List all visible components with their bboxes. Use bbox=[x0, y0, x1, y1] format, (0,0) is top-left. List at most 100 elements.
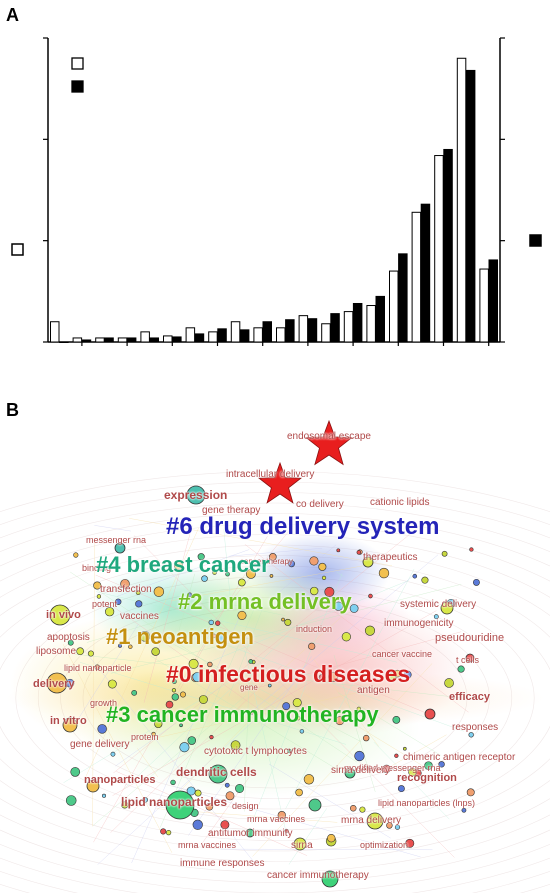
citations-bar bbox=[194, 333, 205, 343]
network-node bbox=[248, 659, 254, 664]
network-node bbox=[142, 797, 148, 803]
citations-bar bbox=[81, 339, 92, 343]
network-hub-node bbox=[465, 653, 475, 663]
keyword-label: mrna vaccines bbox=[178, 840, 237, 850]
network-node bbox=[378, 567, 390, 579]
legend-publications-swatch bbox=[71, 57, 84, 70]
legend-citations-swatch bbox=[71, 80, 84, 93]
citations-bar bbox=[172, 336, 182, 343]
network-node bbox=[333, 601, 344, 611]
citations-bar bbox=[104, 337, 114, 343]
network-node bbox=[208, 619, 214, 626]
network-node bbox=[461, 807, 467, 813]
network-node bbox=[237, 578, 246, 587]
publications-bar bbox=[230, 321, 241, 343]
keyword-label: t cells bbox=[456, 655, 480, 665]
network-node bbox=[205, 802, 214, 811]
network-hub-node bbox=[245, 828, 255, 838]
network-hub-node bbox=[208, 764, 228, 784]
network-link bbox=[269, 544, 337, 601]
network-node bbox=[328, 671, 339, 682]
network-node bbox=[327, 834, 336, 843]
keyword-label: in vitro bbox=[50, 715, 87, 727]
network-node bbox=[421, 576, 429, 584]
network-node bbox=[110, 751, 116, 757]
citations-bar bbox=[420, 203, 431, 343]
network-node bbox=[192, 819, 203, 830]
network-link bbox=[252, 663, 433, 857]
publications-bar bbox=[253, 327, 263, 343]
network-link bbox=[96, 591, 398, 663]
network-link bbox=[62, 643, 173, 853]
cluster-label: #2 mrna delivery bbox=[178, 589, 352, 614]
network-node bbox=[230, 740, 241, 751]
keyword-label: mrna delivery bbox=[341, 815, 402, 826]
network-link bbox=[285, 568, 415, 809]
network-node bbox=[299, 729, 305, 734]
network-node bbox=[287, 748, 292, 754]
network-node bbox=[284, 828, 289, 834]
network-link bbox=[288, 808, 327, 865]
cluster-label: #1 neoantigen bbox=[106, 624, 254, 649]
network-node bbox=[224, 782, 230, 788]
network-node bbox=[412, 573, 418, 579]
publications-bar bbox=[163, 335, 173, 343]
keyword-label: sirna delivery bbox=[331, 765, 390, 776]
network-node bbox=[364, 625, 376, 636]
keyword-label: cancer immunotherapy bbox=[267, 870, 369, 881]
network-link bbox=[244, 671, 250, 812]
network-node bbox=[173, 560, 184, 570]
citations-bar bbox=[59, 341, 69, 343]
network-node bbox=[295, 715, 301, 721]
citations-bar bbox=[149, 337, 159, 343]
keyword-label: efficacy bbox=[449, 691, 490, 703]
network-node bbox=[350, 804, 357, 812]
network-labels: endosomal escape intracellular delivery ex… bbox=[0, 398, 550, 893]
network-link bbox=[94, 525, 131, 532]
network-node bbox=[115, 598, 122, 605]
network-node bbox=[405, 838, 415, 848]
network-node bbox=[310, 586, 319, 596]
keyword-label: immunogenicity bbox=[384, 618, 454, 629]
network-node bbox=[335, 716, 345, 726]
keyword-label: modified messenger rna bbox=[344, 763, 441, 773]
network-node bbox=[118, 643, 123, 648]
keyword-label: protein bbox=[131, 732, 159, 742]
keyword-label: induction bbox=[296, 624, 333, 634]
keyword-label: messenger rna bbox=[86, 535, 147, 545]
network-node bbox=[368, 593, 373, 599]
network-link bbox=[137, 748, 158, 778]
network-node bbox=[382, 764, 391, 774]
publications-bar bbox=[276, 327, 286, 343]
network-node bbox=[394, 824, 401, 830]
network-node bbox=[269, 574, 274, 578]
network-node bbox=[341, 632, 351, 642]
keyword-label: transfection bbox=[100, 584, 152, 595]
network-hub-node bbox=[49, 604, 71, 626]
network-node bbox=[121, 801, 129, 809]
citations-bar bbox=[262, 321, 272, 343]
citations-axis-swatch bbox=[529, 234, 542, 247]
publications-bar bbox=[434, 155, 444, 343]
network-link bbox=[97, 672, 307, 865]
network-node bbox=[76, 647, 84, 656]
citations-bar bbox=[488, 259, 498, 343]
network-link bbox=[179, 661, 308, 792]
network-node bbox=[153, 586, 165, 597]
keyword-label: intracellular delivery bbox=[226, 469, 315, 480]
network-hub-node bbox=[424, 708, 436, 720]
network-node bbox=[187, 736, 197, 745]
network-node bbox=[288, 560, 295, 568]
publications-bar bbox=[185, 327, 196, 343]
network-node bbox=[105, 607, 115, 617]
network-node bbox=[179, 723, 183, 728]
keyword-label: endosomal escape bbox=[287, 431, 371, 442]
keyword-label: cancer therapy bbox=[240, 557, 293, 566]
network-node bbox=[468, 732, 474, 738]
network-link bbox=[373, 741, 450, 820]
keyword-cluster-network: endosomal escape intracellular delivery ex… bbox=[0, 398, 550, 893]
network-node bbox=[269, 553, 277, 561]
network-node bbox=[292, 698, 302, 708]
network-node bbox=[165, 700, 174, 709]
network-node bbox=[171, 693, 179, 701]
